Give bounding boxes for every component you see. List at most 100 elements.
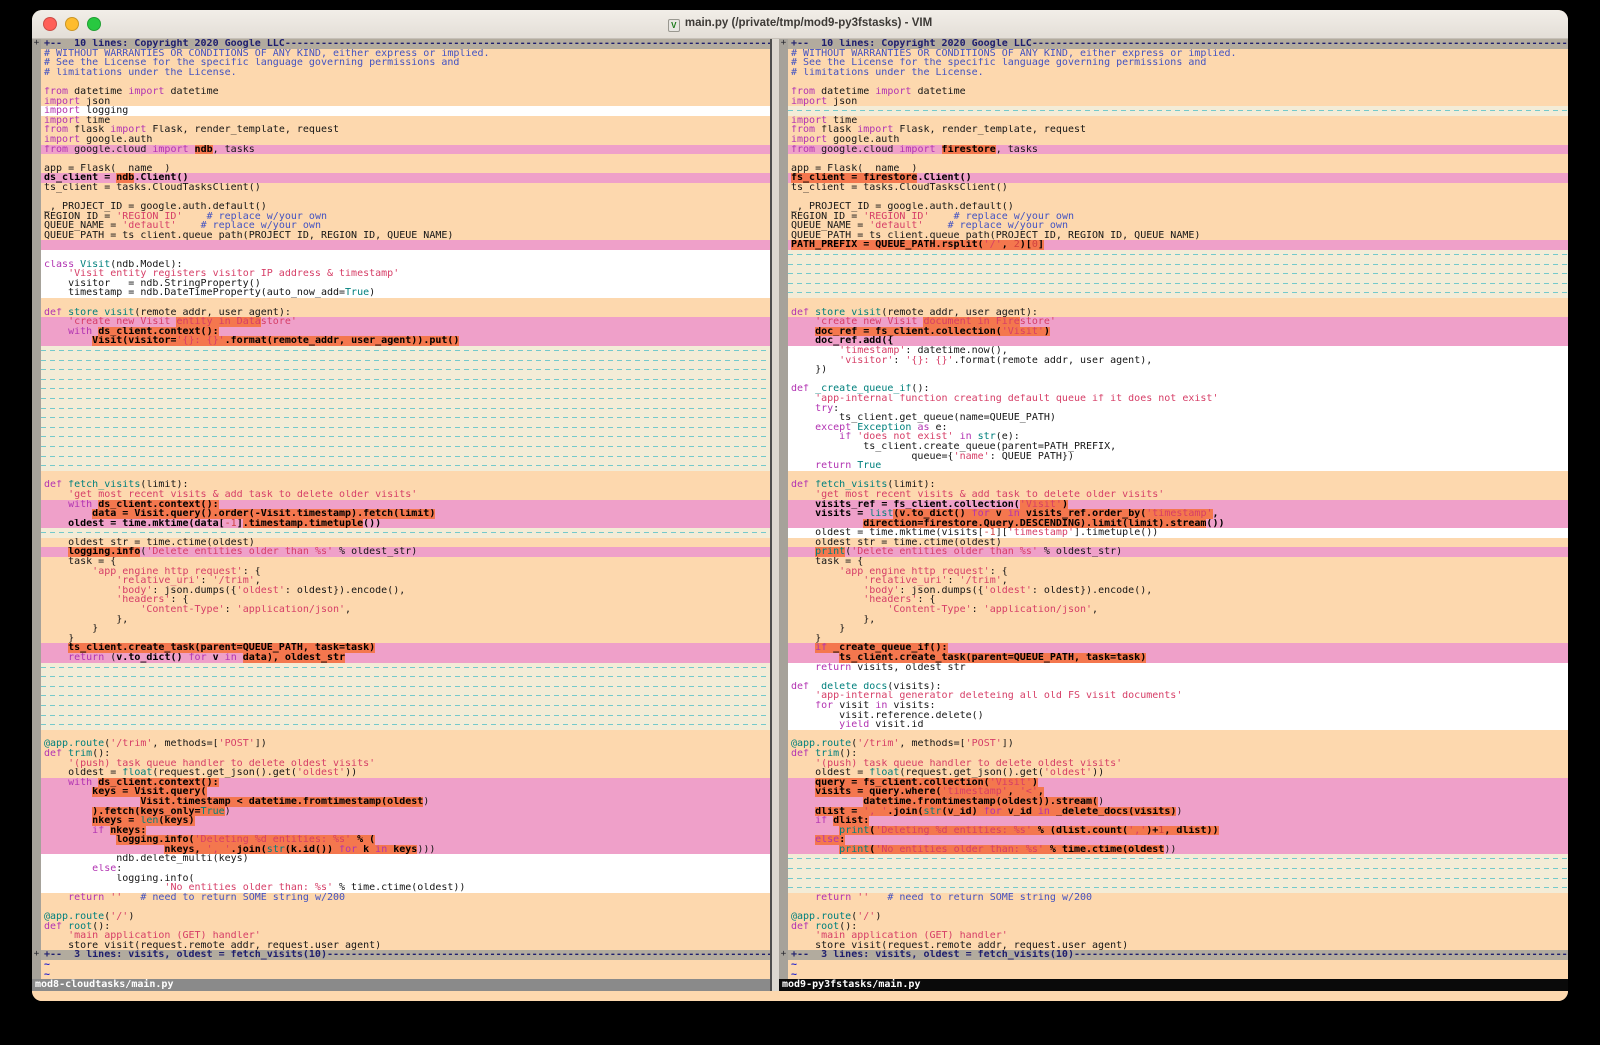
- code-line: import time: [32, 115, 770, 126]
- code-line: 'main application (GET) handler': [779, 931, 1568, 941]
- code-line: 'timestamp': datetime.now(),: [779, 346, 1568, 356]
- code-line: store_visit(request.remote_addr, request…: [779, 940, 1568, 951]
- code-line: [32, 250, 770, 260]
- diff-filler-line: [779, 250, 1568, 260]
- fold-column: [779, 307, 788, 318]
- fold-column: [32, 346, 41, 356]
- fold-column: [779, 192, 788, 203]
- code-line: 'Content-Type': 'application/json',: [779, 605, 1568, 615]
- fold-column: [779, 748, 788, 759]
- code-line: QUEUE_NAME = 'default' # replace w/your …: [32, 221, 770, 231]
- fold-column: [779, 585, 788, 596]
- fold-column: [779, 240, 788, 251]
- code-line: oldest = time.mktime(visits[-1]['timesta…: [779, 528, 1568, 538]
- fold-column: [779, 720, 788, 730]
- fold-column: [32, 451, 41, 462]
- code-line: return visits, oldest_str: [779, 662, 1568, 673]
- fold-column: [779, 864, 788, 874]
- vim-command-line[interactable]: [32, 991, 1568, 1001]
- code-line: 'body': json.dumps({'oldest': oldest}).e…: [779, 585, 1568, 596]
- diff-pane-left[interactable]: + +-- 10 lines: Copyright 2020 Google LLC…: [32, 39, 770, 992]
- fold-column: [779, 729, 788, 740]
- vertical-split-separator[interactable]: [770, 39, 779, 992]
- code-line: _, PROJECT_ID = google.auth.default(): [779, 202, 1568, 212]
- fold-column: [779, 221, 788, 231]
- diff-filler-line: [32, 403, 770, 414]
- fold-column: [779, 77, 788, 87]
- fold-column: [779, 346, 788, 356]
- fold-column: [32, 365, 41, 375]
- code-line: @app.route('/'): [32, 912, 770, 922]
- diff-pane-right[interactable]: + +-- 10 lines: Copyright 2020 Google LLC…: [779, 39, 1568, 992]
- fold-column: [32, 307, 41, 318]
- diff-filler-line: [32, 691, 770, 701]
- code-line: ts_client = tasks.CloudTasksClient(): [32, 182, 770, 193]
- fold-column: [779, 470, 788, 481]
- fold-column: [779, 230, 788, 241]
- diff-filler-line: [32, 413, 770, 423]
- code-line: 'visitor': '{}: {}'.format(remote_addr, …: [779, 355, 1568, 366]
- fold-column: [32, 461, 41, 471]
- fold-column: [779, 509, 788, 519]
- code-line: import google.auth: [779, 134, 1568, 145]
- diff-filler-line: [32, 710, 770, 721]
- zoom-button[interactable]: [87, 17, 101, 31]
- fold-column: [779, 624, 788, 634]
- code-line: data = Visit.query().order(-Visit.timest…: [32, 509, 770, 519]
- fold-column: [779, 422, 788, 433]
- fold-column: [32, 374, 41, 385]
- code-line: def _delete_docs(visits):: [779, 681, 1568, 692]
- diff-filler-line: [32, 681, 770, 692]
- code-line: print('Delete entities older than %s' % …: [779, 547, 1568, 558]
- code-line: def trim():: [779, 748, 1568, 759]
- fold-line: + +-- 10 lines: Copyright 2020 Google LLC…: [32, 39, 770, 49]
- fold-column: [32, 288, 41, 299]
- window-title-text: main.py (/private/tmp/mod9-py3fstasks) -…: [684, 16, 933, 29]
- code-line: 'app_engine_http_request': {: [779, 566, 1568, 577]
- statusline-left: mod8-cloudtasks/main.py: [32, 979, 770, 992]
- code-line: 'body': json.dumps({'oldest': oldest}).e…: [32, 585, 770, 596]
- code-line: '(push) task queue handler to delete old…: [32, 758, 770, 769]
- diff-filler-line: [779, 269, 1568, 279]
- code-line: [779, 374, 1568, 385]
- fold-column: [779, 777, 788, 788]
- code-line: 'Visit entity registers visitor IP addre…: [32, 269, 770, 279]
- diff-filler-line: [32, 355, 770, 366]
- fold-column: [779, 374, 788, 385]
- code-line: 'app-internal function creating default …: [779, 393, 1568, 404]
- fold-column: [32, 729, 41, 740]
- fold-column: [32, 163, 41, 174]
- code-line: [32, 470, 770, 481]
- fold-column: [779, 825, 788, 836]
- code-line: @app.route('/'): [779, 912, 1568, 922]
- code-line: from google.cloud import firestore, task…: [779, 144, 1568, 155]
- code-line: [779, 77, 1568, 87]
- fold-column: [32, 902, 41, 913]
- fold-column: [32, 653, 41, 663]
- close-button[interactable]: [43, 17, 57, 31]
- code-line: 'get most recent visits & add task to de…: [32, 489, 770, 500]
- fold-column: [32, 221, 41, 231]
- code-line: def store_visit(remote_addr, user_agent)…: [779, 307, 1568, 318]
- code-line: from flask import Flask, render_template…: [779, 125, 1568, 135]
- fold-column: [32, 499, 41, 510]
- minimize-button[interactable]: [65, 17, 79, 31]
- code-buffer-right[interactable]: + +-- 10 lines: Copyright 2020 Google LLC…: [779, 39, 1568, 980]
- statusline-right: mod9-py3fstasks/main.py: [779, 979, 1568, 992]
- code-line: 'headers': {: [779, 595, 1568, 606]
- code-line: [779, 154, 1568, 164]
- fold-column: [32, 691, 41, 701]
- code-buffer-left[interactable]: + +-- 10 lines: Copyright 2020 Google LLC…: [32, 39, 770, 980]
- fold-column: [779, 844, 788, 855]
- fold-column: [32, 720, 41, 730]
- fold-column: [779, 96, 788, 107]
- code-line: from datetime import datetime: [32, 86, 770, 97]
- fold-column: [32, 326, 41, 337]
- fold-column: [779, 461, 788, 471]
- code-line: visits = list(v.to_dict() for v in visit…: [779, 509, 1568, 519]
- fold-column: [32, 154, 41, 164]
- fold-column: [779, 211, 788, 222]
- fold-column: [32, 825, 41, 836]
- code-line: ds_client = ndb.Client(): [32, 173, 770, 183]
